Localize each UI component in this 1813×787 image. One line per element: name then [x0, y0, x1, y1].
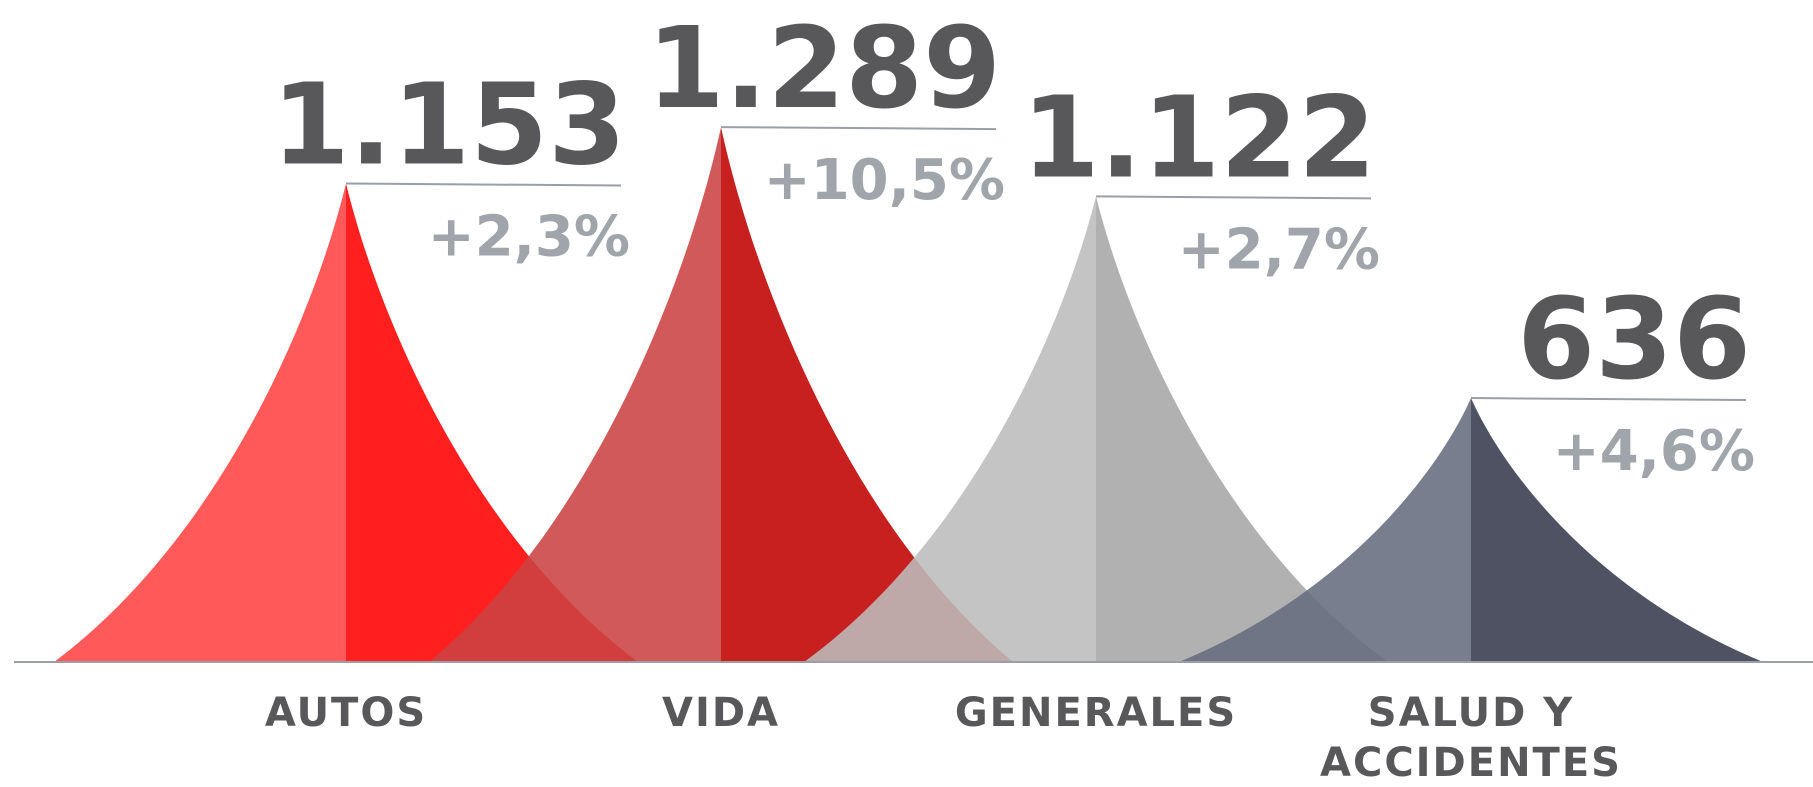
peak-left [1179, 398, 1471, 662]
value-label: 636 [1517, 275, 1751, 405]
category-label: VIDA [662, 690, 780, 736]
peak-left [54, 183, 346, 662]
peak-right [721, 127, 1013, 662]
value-label: 1.122 [1022, 73, 1376, 203]
peak-left [804, 196, 1096, 662]
peak-right [1096, 196, 1388, 662]
peak-left [429, 127, 721, 662]
peak-right [1471, 398, 1763, 662]
change-label: +2,7% [1178, 217, 1380, 282]
value-label: 1.153 [272, 61, 626, 191]
value-label: 1.289 [647, 4, 1001, 134]
peak-right [346, 183, 638, 662]
change-label: +4,6% [1553, 419, 1755, 484]
leader-line [1095, 195, 1372, 200]
category-label: SALUD Y ACCIDENTES [1320, 690, 1622, 786]
leader-line [720, 126, 997, 131]
category-label: GENERALES [954, 690, 1238, 736]
change-label: +2,3% [428, 205, 630, 270]
leader-line [1470, 397, 1747, 402]
change-label: +10,5% [764, 148, 1005, 213]
leader-line [345, 182, 622, 187]
category-label: AUTOS [264, 690, 428, 736]
